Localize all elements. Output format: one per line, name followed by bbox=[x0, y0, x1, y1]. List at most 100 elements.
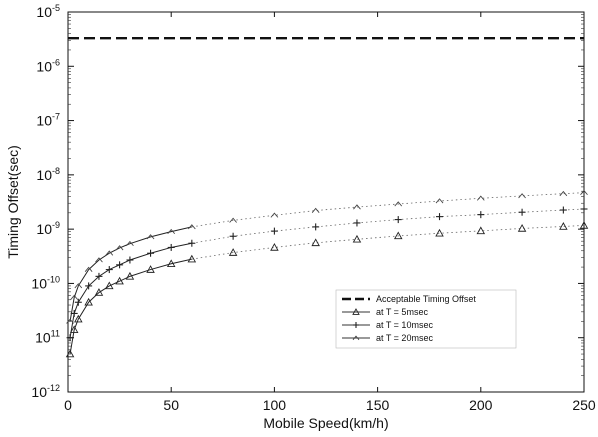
y-tick-label: 10-12 bbox=[31, 383, 60, 400]
data-point bbox=[125, 271, 135, 280]
data-point bbox=[270, 212, 279, 218]
y-tick-label: 1011 bbox=[35, 329, 60, 346]
data-point bbox=[167, 243, 175, 251]
legend-label: at T = 10msec bbox=[376, 320, 433, 330]
data-point bbox=[436, 213, 444, 221]
data-point bbox=[518, 208, 526, 216]
x-tick-label: 250 bbox=[572, 397, 596, 413]
data-point bbox=[74, 314, 83, 323]
x-tick-label: 150 bbox=[366, 397, 390, 413]
data-point bbox=[70, 294, 79, 300]
data-point bbox=[353, 219, 361, 227]
y-tick-label: 10-9 bbox=[36, 220, 60, 237]
data-point bbox=[115, 245, 124, 251]
data-point bbox=[126, 240, 134, 247]
data-point bbox=[167, 228, 176, 235]
x-tick-label: 0 bbox=[64, 397, 72, 413]
data-point bbox=[95, 257, 103, 263]
data-point bbox=[146, 234, 155, 240]
series-at-t-20msec bbox=[66, 189, 588, 324]
data-point bbox=[353, 204, 361, 210]
data-point bbox=[105, 266, 113, 274]
legend-label: at T = 20msec bbox=[376, 333, 433, 343]
data-point bbox=[94, 288, 104, 296]
legend: Acceptable Timing Offset at T = 5msec at T… bbox=[335, 289, 517, 349]
x-axis-title: Mobile Speed(km/h) bbox=[263, 415, 388, 431]
data-point bbox=[66, 334, 74, 342]
data-point bbox=[95, 272, 103, 280]
data-point bbox=[74, 298, 82, 306]
data-point bbox=[65, 349, 75, 358]
data-point bbox=[477, 211, 485, 219]
data-point bbox=[126, 256, 134, 264]
data-point bbox=[147, 249, 155, 257]
data-point bbox=[311, 207, 320, 213]
series-line-dotted bbox=[191, 225, 585, 260]
data-point bbox=[74, 283, 83, 289]
data-point bbox=[311, 238, 320, 247]
legend-label: Acceptable Timing Offset bbox=[376, 294, 476, 304]
data-point bbox=[393, 231, 403, 240]
data-point bbox=[270, 243, 279, 251]
data-point bbox=[394, 216, 402, 224]
data-point bbox=[352, 234, 362, 243]
data-point bbox=[312, 223, 320, 231]
data-point bbox=[105, 281, 114, 290]
legend-item: at T = 5msec bbox=[342, 307, 428, 317]
series-layer bbox=[65, 36, 589, 358]
data-point bbox=[146, 265, 155, 273]
tick-labels: 0 50 100 150 200 250 10-12 1011 10-10 10-9 10-8 10-… bbox=[31, 3, 595, 413]
plot-area bbox=[67, 11, 585, 393]
series-line-dotted bbox=[191, 208, 585, 244]
data-point bbox=[187, 254, 197, 263]
series-at-t-5msec bbox=[65, 221, 589, 358]
legend-item: at T = 10msec bbox=[342, 320, 433, 330]
data-point bbox=[580, 205, 588, 213]
y-tick-label: 10-8 bbox=[36, 166, 60, 183]
series-line-solid bbox=[69, 226, 192, 322]
y-tick-label: 10-6 bbox=[36, 57, 60, 74]
series-line-dotted bbox=[191, 192, 585, 228]
data-point bbox=[84, 297, 93, 306]
data-point bbox=[270, 227, 278, 235]
y-axis-title: Timing Offset(sec) bbox=[5, 145, 21, 259]
data-point bbox=[394, 201, 403, 207]
axis-ticks bbox=[67, 11, 585, 393]
data-point bbox=[228, 248, 238, 256]
x-tick-label: 200 bbox=[469, 397, 493, 413]
data-point bbox=[166, 259, 176, 268]
data-point bbox=[105, 250, 114, 256]
data-point bbox=[187, 224, 196, 230]
legend-item: Acceptable Timing Offset bbox=[342, 294, 476, 304]
data-point bbox=[559, 222, 568, 230]
legend-marker bbox=[353, 322, 359, 328]
x-tick-label: 100 bbox=[263, 397, 287, 413]
data-point bbox=[476, 226, 486, 235]
series-at-t-10msec bbox=[66, 205, 588, 342]
legend-marker bbox=[352, 308, 360, 315]
data-point bbox=[580, 189, 588, 196]
data-point bbox=[85, 282, 93, 290]
data-point bbox=[84, 266, 93, 272]
data-point bbox=[579, 221, 589, 229]
data-point bbox=[229, 217, 237, 223]
data-point bbox=[66, 318, 74, 324]
data-point bbox=[559, 206, 567, 214]
data-point bbox=[188, 239, 196, 247]
data-point bbox=[517, 224, 527, 232]
series-line-solid bbox=[69, 242, 192, 338]
data-point bbox=[116, 261, 124, 269]
legend-item: at T = 20msec bbox=[342, 333, 433, 343]
x-tick-label: 50 bbox=[163, 397, 179, 413]
data-point bbox=[559, 190, 568, 197]
data-point bbox=[476, 195, 485, 201]
data-point bbox=[115, 276, 124, 285]
y-tick-label: 10-10 bbox=[31, 274, 60, 291]
data-point bbox=[229, 232, 237, 240]
legend-label: at T = 5msec bbox=[376, 307, 428, 317]
legend-marker bbox=[352, 335, 360, 341]
series-line-solid bbox=[69, 258, 192, 355]
data-point bbox=[69, 325, 79, 334]
y-tick-label: 10-7 bbox=[36, 112, 60, 129]
